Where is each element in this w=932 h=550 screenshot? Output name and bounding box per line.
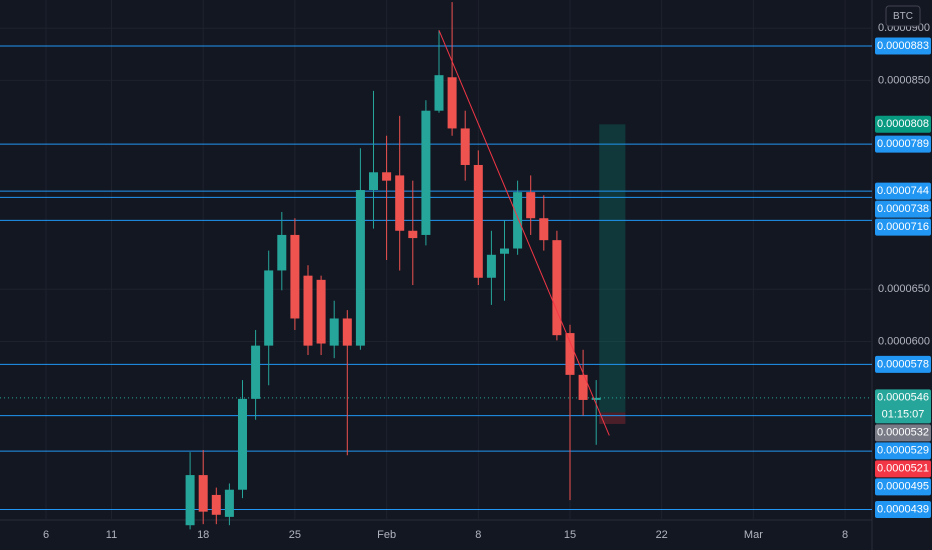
candle-body <box>408 230 418 239</box>
candle-body <box>526 192 536 219</box>
price-label-box <box>875 182 931 200</box>
candle-body <box>578 374 588 400</box>
candle-body <box>342 318 352 346</box>
candle-body <box>238 398 247 490</box>
candle-body <box>290 234 300 319</box>
candle-body <box>434 75 444 111</box>
candle-body <box>369 172 378 191</box>
candle-body <box>460 128 470 165</box>
stop-zone <box>599 412 626 424</box>
price-label-box <box>875 200 931 218</box>
candle-body <box>316 279 326 344</box>
y-tick-label: 0.0000650 <box>878 283 930 295</box>
price-label-box <box>875 442 931 460</box>
x-tick-label: 6 <box>43 529 49 541</box>
candle-body <box>565 333 575 375</box>
x-tick-label: 15 <box>564 529 576 541</box>
y-tick-label: 0.0000850 <box>878 74 930 86</box>
candle-body <box>486 254 496 278</box>
price-label: 0.0000883 <box>877 40 929 52</box>
price-label-box <box>875 37 931 55</box>
price-label-box <box>875 135 931 153</box>
candle-body <box>395 175 405 231</box>
price-label: 0.0000529 <box>877 445 929 457</box>
price-label: 0.0000578 <box>877 358 929 370</box>
candle-body <box>277 234 287 271</box>
candle-body <box>591 397 601 400</box>
price-label-box <box>875 501 931 519</box>
trend-line <box>438 30 610 436</box>
price-label-box <box>875 389 931 424</box>
candle-body <box>329 318 339 346</box>
candle-body <box>421 110 431 235</box>
candle-body <box>251 345 261 399</box>
x-tick-label: 18 <box>197 529 209 541</box>
candle-body <box>355 190 365 346</box>
candle-body <box>224 489 234 517</box>
price-label: 0.0000521 <box>877 463 929 475</box>
candle-body <box>185 475 195 526</box>
price-label: 0.0000532 <box>877 427 929 439</box>
candle-body <box>473 164 483 278</box>
price-label: 0.0000808 <box>877 118 929 130</box>
x-tick-label: Mar <box>744 529 763 541</box>
price-label-box <box>875 478 931 496</box>
target-zone <box>599 124 626 413</box>
candle-body <box>382 172 392 181</box>
candle-body <box>447 77 457 129</box>
price-label: 0.0000439 <box>877 503 929 515</box>
currency-box <box>885 5 921 27</box>
price-label-box <box>875 460 931 478</box>
price-label-box <box>875 218 931 236</box>
price-label-box <box>875 424 931 442</box>
candle-body <box>264 270 274 346</box>
price-label: 0.0000716 <box>877 221 929 233</box>
price-label: 0.0000495 <box>877 481 929 493</box>
currency: BTC <box>893 11 913 22</box>
x-tick-label: 25 <box>289 529 301 541</box>
candle-body <box>211 494 221 515</box>
price-label: 0.0000744 <box>877 185 929 197</box>
y-tick-label: 0.0000600 <box>878 335 930 347</box>
price-label: 0.0000546 <box>877 392 929 404</box>
candle-body <box>500 248 509 254</box>
x-tick-label: 8 <box>475 529 481 541</box>
candle-body <box>513 192 523 249</box>
price-label: 0.0000789 <box>877 138 929 150</box>
countdown: 01:15:07 <box>882 409 925 421</box>
price-label-box <box>875 355 931 373</box>
candle-body <box>303 275 313 346</box>
price-label-box <box>875 115 931 133</box>
candle-body <box>539 218 549 241</box>
x-tick-label: Feb <box>377 529 396 541</box>
x-tick-label: 11 <box>106 529 117 541</box>
x-tick-label: 8 <box>842 529 848 541</box>
candle-body <box>552 240 562 336</box>
candle-body <box>198 475 208 512</box>
x-tick-label: 22 <box>656 529 668 541</box>
price-label: 0.0000738 <box>877 203 929 215</box>
